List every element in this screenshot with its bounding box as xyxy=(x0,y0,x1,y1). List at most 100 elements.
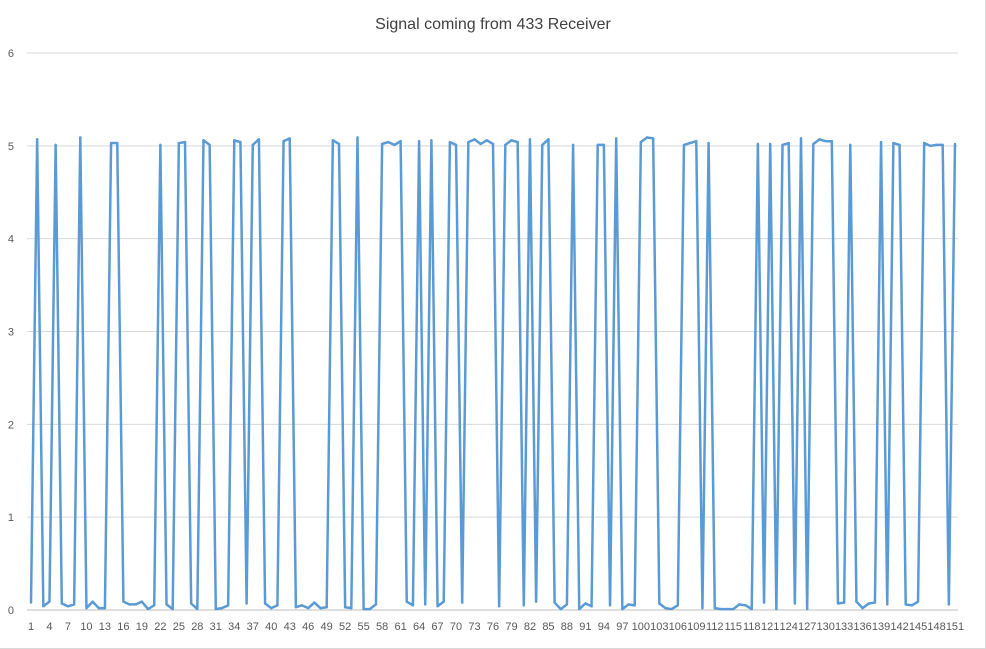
data-point xyxy=(787,141,790,145)
x-tick-label: 25 xyxy=(173,621,185,633)
data-point xyxy=(313,601,316,604)
data-point xyxy=(226,604,230,607)
x-tick-label: 88 xyxy=(561,621,573,633)
y-tick-label: 0 xyxy=(8,605,14,617)
x-tick-label: 91 xyxy=(579,621,591,633)
data-point xyxy=(485,139,489,142)
x-tick-label: 94 xyxy=(598,621,610,633)
data-point xyxy=(393,143,396,147)
data-point xyxy=(153,604,156,607)
data-point xyxy=(584,602,587,605)
x-tick-label: 40 xyxy=(265,621,277,633)
x-tick-label: 73 xyxy=(468,621,480,633)
x-tick-label: 7 xyxy=(65,621,71,633)
data-point xyxy=(596,143,599,147)
x-tick-label: 4 xyxy=(46,621,52,633)
y-axis-ticks: 0 1 2 3 4 5 6 xyxy=(8,48,14,617)
data-point xyxy=(923,141,926,145)
data-point xyxy=(799,137,803,140)
data-point xyxy=(263,602,267,605)
x-tick-label: 100 xyxy=(632,621,650,633)
data-point xyxy=(183,140,187,144)
data-point xyxy=(842,601,846,604)
data-point xyxy=(374,603,378,606)
x-tick-label: 52 xyxy=(339,621,351,633)
data-point xyxy=(615,137,618,140)
data-point xyxy=(682,143,686,147)
data-point xyxy=(639,140,643,144)
data-point xyxy=(417,139,421,143)
data-point xyxy=(608,604,612,607)
data-point xyxy=(744,604,747,607)
data-point xyxy=(442,600,445,603)
x-tick-label: 112 xyxy=(706,621,724,633)
data-point xyxy=(122,600,125,603)
x-tick-label: 58 xyxy=(376,621,388,633)
data-point xyxy=(337,142,341,146)
data-point xyxy=(861,606,864,610)
data-point xyxy=(208,143,211,147)
data-point xyxy=(775,607,778,611)
data-point xyxy=(368,607,371,611)
data-point xyxy=(491,142,495,146)
data-point xyxy=(565,603,569,606)
data-point xyxy=(116,141,119,145)
data-point xyxy=(886,603,889,606)
x-tick-label: 148 xyxy=(927,621,945,633)
data-point xyxy=(541,143,544,147)
x-tick-label: 19 xyxy=(136,621,148,633)
data-point xyxy=(818,138,821,141)
x-axis-ticks: 1 4 7 10 13 16 19 22 25 28 31 34 37 40 43 46 49 52 55 58 61 6… xyxy=(28,621,964,633)
data-point xyxy=(350,606,353,610)
data-point xyxy=(947,603,951,606)
x-tick-label: 22 xyxy=(154,621,166,633)
data-point xyxy=(836,602,840,605)
x-tick-label: 130 xyxy=(816,621,834,633)
data-point xyxy=(177,141,181,145)
x-tick-label: 31 xyxy=(210,621,222,633)
x-tick-label: 76 xyxy=(487,621,499,633)
x-tick-label: 82 xyxy=(524,621,536,633)
data-point xyxy=(245,602,248,605)
data-point xyxy=(929,144,932,148)
data-point xyxy=(707,141,710,145)
data-point xyxy=(140,600,144,603)
data-point xyxy=(79,136,82,139)
data-point xyxy=(781,143,784,147)
data-point xyxy=(941,143,944,147)
data-point xyxy=(220,606,224,610)
data-point xyxy=(812,142,815,146)
data-point xyxy=(750,607,753,611)
x-tick-label: 37 xyxy=(247,621,259,633)
x-tick-label: 133 xyxy=(835,621,853,633)
x-tick-label: 79 xyxy=(505,621,517,633)
x-tick-label: 28 xyxy=(191,621,203,633)
x-tick-label: 109 xyxy=(687,621,705,633)
data-point xyxy=(251,143,254,147)
x-tick-label: 55 xyxy=(358,621,370,633)
data-point xyxy=(233,139,236,142)
x-tick-label: 61 xyxy=(394,621,406,633)
data-points xyxy=(29,136,957,611)
data-point xyxy=(571,143,575,147)
data-point xyxy=(732,607,735,611)
data-point xyxy=(910,604,914,607)
data-point xyxy=(725,607,729,611)
chart-title: Signal coming from 433 Receiver xyxy=(375,16,611,33)
data-point xyxy=(399,139,402,143)
data-point xyxy=(436,605,439,608)
data-point xyxy=(288,137,291,140)
data-point xyxy=(325,606,328,609)
data-point xyxy=(528,138,532,141)
data-point xyxy=(738,603,741,606)
data-point xyxy=(504,143,507,147)
data-point xyxy=(676,604,679,607)
data-point xyxy=(461,601,464,604)
data-point xyxy=(331,139,335,142)
data-point xyxy=(602,143,606,147)
x-tick-label: 97 xyxy=(616,621,628,633)
data-point xyxy=(627,603,630,606)
data-point xyxy=(362,607,365,611)
data-point xyxy=(479,142,482,146)
data-point xyxy=(516,140,519,144)
